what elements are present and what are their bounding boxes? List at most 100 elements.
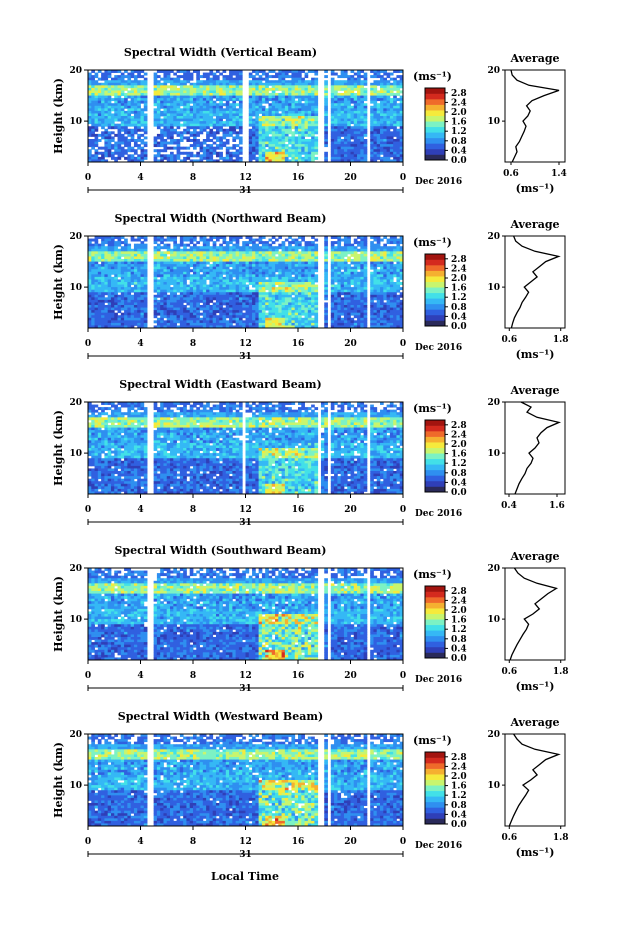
heatmap-cell [114,77,118,81]
heatmap-cell [284,95,289,99]
heatmap-cell [268,123,273,127]
heatmap-cell [301,123,305,127]
heatmap-cell [258,90,263,94]
heatmap-cell [334,103,338,107]
heatmap-cell [255,139,260,142]
heatmap-cell [235,149,240,153]
heatmap-cell [166,266,171,270]
heatmap-cell [284,105,289,109]
heatmap-cell [255,77,260,81]
heatmap-cell [238,320,243,324]
heatmap-cell [337,126,342,130]
heatmap-cell [193,282,197,285]
heatmap-cell [110,70,115,73]
heatmap-cell [235,299,240,303]
heatmap-cell [294,289,299,293]
heatmap-cell [166,128,171,132]
heatmap-cell [219,307,223,311]
heatmap-cell [163,121,168,125]
heatmap-cell [225,253,230,257]
heatmap-cell [370,118,374,122]
heatmap-cell [183,100,187,104]
heatmap-cell [176,287,181,291]
heatmap-cell [219,82,223,86]
heatmap-cell [120,80,125,84]
heatmap-cell [176,246,181,250]
heatmap-cell [173,305,177,308]
heatmap-cell [199,320,204,324]
heatmap-cell [222,307,227,311]
heatmap-cell [363,139,368,142]
colorbar-swatch [425,99,445,105]
heatmap-cell [189,248,194,252]
heatmap-cell [199,87,204,91]
heatmap-cell [156,82,161,86]
heatmap-cell [265,108,269,112]
heatmap-cell [196,113,200,117]
heatmap-cell [350,156,355,160]
heatmap-cell [183,261,187,265]
heatmap-cell [245,325,250,329]
heatmap-cell [153,266,158,270]
heatmap-cell [396,110,401,114]
heatmap-cell [88,287,92,291]
heatmap-cell [258,141,263,145]
heatmap-cell [117,144,122,148]
heatmap-cell [91,292,95,296]
heatmap-cell [271,136,276,140]
heatmap-cell [186,72,191,76]
heatmap-cell [301,80,305,84]
heatmap-cell [399,105,404,109]
heatmap-cell [196,302,200,306]
heatmap-cell [261,108,266,112]
heatmap-cell [255,85,260,89]
heatmap-cell [225,315,230,319]
heatmap-cell [120,75,125,79]
heatmap-cell [376,131,381,135]
heatmap-cell [170,116,174,119]
heatmap-cell [258,317,263,321]
heatmap-cell [298,72,302,76]
heatmap-cell [196,154,200,158]
heatmap-cell [133,271,138,275]
heatmap-cell [130,307,135,311]
heatmap-cell [117,248,122,252]
heatmap-cell [255,87,260,91]
heatmap-cell [212,87,217,91]
heatmap-cell [117,113,122,117]
heatmap-cell [127,299,132,303]
heatmap-cell [163,284,168,288]
heatmap-cell [357,80,361,84]
heatmap-cell [160,156,164,160]
heatmap-cell [353,72,358,76]
heatmap-cell [209,82,214,86]
heatmap-cell [160,118,164,122]
heatmap-cell [284,100,289,104]
heatmap-cell [343,141,348,145]
heatmap-cell [376,133,381,137]
heatmap-cell [275,246,279,250]
heatmap-cell [88,310,92,314]
heatmap-cell [235,133,240,137]
heatmap-cell [173,98,177,102]
heatmap-cell [347,77,351,81]
heatmap-cell [153,236,158,239]
heatmap-cell [163,253,168,257]
heatmap-cell [248,156,253,160]
heatmap-cell [215,128,220,132]
heatmap-cell [222,299,227,303]
heatmap-cell [258,108,263,112]
heatmap-cell [117,77,122,81]
heatmap-cell [124,243,128,247]
heatmap-cell [252,95,256,99]
heatmap-cell [396,113,401,117]
heatmap-cell [238,289,243,293]
heatmap-cell [265,253,269,257]
heatmap-cell [212,113,217,117]
heatmap-cell [265,72,269,76]
heatmap-cell [337,128,342,132]
heatmap-cell [212,266,217,270]
heatmap-cell [340,123,345,127]
heatmap-cell [130,279,135,283]
heatmap-cell [156,136,161,140]
